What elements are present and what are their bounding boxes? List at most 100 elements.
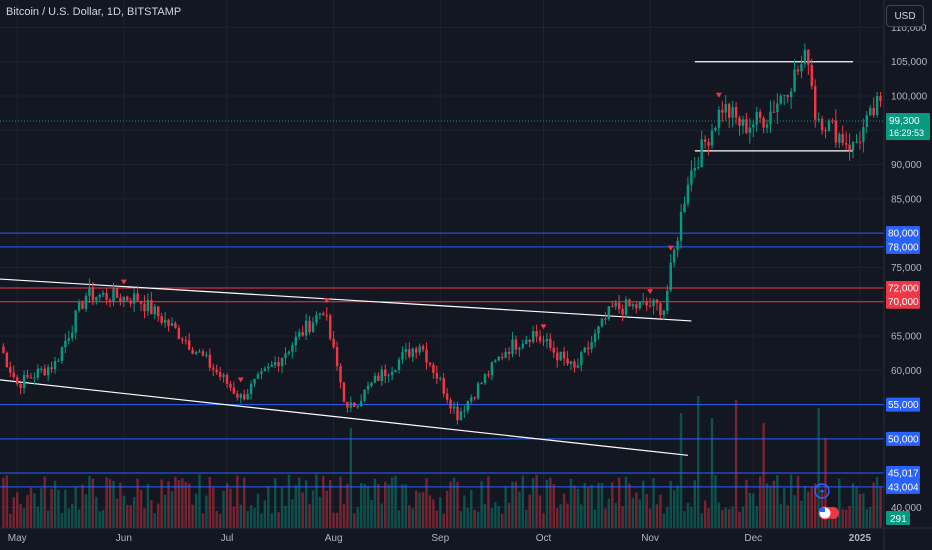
volume-bar — [721, 509, 724, 528]
volume-bar — [22, 508, 26, 528]
volume-bar — [686, 503, 690, 528]
candle — [36, 364, 40, 381]
candle-body — [831, 120, 834, 122]
candle — [511, 332, 514, 358]
candle — [329, 313, 332, 341]
candle — [576, 358, 580, 369]
candle — [755, 106, 758, 132]
candle — [731, 100, 734, 128]
flag-us-icon[interactable] — [818, 506, 839, 520]
candle — [586, 341, 590, 356]
candle — [397, 356, 401, 374]
volume-bar — [531, 478, 535, 528]
candle — [741, 115, 745, 135]
candle — [542, 335, 545, 346]
events-icon[interactable]: ✦ — [814, 483, 830, 499]
volume-bar — [597, 483, 600, 528]
volume-bar — [707, 508, 710, 528]
candle — [879, 91, 882, 108]
volume-bar — [803, 485, 807, 528]
volume-bar — [879, 487, 882, 528]
candle — [703, 135, 707, 149]
candle-body — [12, 372, 15, 378]
candle-body — [267, 366, 270, 369]
candle — [421, 344, 425, 353]
candle — [635, 301, 638, 314]
candle-body — [160, 316, 163, 323]
volume-bar — [783, 488, 786, 528]
volume-bar — [745, 479, 748, 528]
candle — [246, 388, 249, 400]
volume-bar — [518, 491, 521, 528]
candle-body — [593, 333, 597, 343]
candle — [875, 91, 879, 118]
candle-body — [820, 118, 824, 131]
volume-bar — [198, 474, 201, 528]
volume-bar — [525, 509, 528, 528]
candle — [132, 287, 136, 312]
volume-bar — [728, 509, 731, 528]
volume-bar — [435, 510, 439, 528]
candle — [308, 315, 311, 335]
candle — [470, 394, 473, 404]
time-axis[interactable]: May Jun Jul Aug Sep Oct Nov Dec 2025 — [0, 527, 932, 544]
candle-body — [26, 374, 29, 378]
candle-body — [480, 382, 483, 384]
volume-bar — [150, 500, 153, 528]
horizontal-levels[interactable] — [0, 232, 884, 488]
level-badge-label: 45,017 — [888, 469, 919, 480]
countdown: 16:29:53 — [889, 128, 924, 138]
candle-body — [81, 302, 84, 309]
candle — [676, 236, 679, 258]
candle-body — [827, 120, 831, 132]
candle — [194, 350, 198, 355]
signal-marker — [647, 289, 654, 295]
candle — [408, 342, 411, 359]
volume-bar — [549, 477, 552, 528]
volume-bar — [29, 487, 33, 528]
candle — [442, 372, 445, 398]
candle — [311, 317, 315, 333]
volume-bar — [693, 480, 697, 528]
candle — [538, 329, 542, 344]
candle — [40, 366, 43, 373]
candle-body — [638, 301, 641, 309]
volume-bar — [273, 478, 277, 528]
candle — [748, 118, 752, 144]
candle — [562, 346, 566, 366]
candle-body — [483, 374, 487, 383]
candle-body — [318, 313, 322, 315]
candle — [359, 394, 363, 407]
volume-bar — [270, 513, 273, 528]
candle-body — [721, 109, 724, 113]
volume-bar — [672, 490, 676, 528]
candle-body — [655, 299, 659, 304]
candle — [50, 361, 53, 374]
candle-body — [569, 361, 573, 365]
volume-bar — [748, 492, 752, 528]
trendlines[interactable] — [0, 61, 854, 456]
volume-bar — [95, 496, 98, 528]
candle-body — [222, 374, 225, 377]
candle — [33, 372, 36, 385]
candle — [122, 296, 126, 308]
candle-body — [380, 369, 384, 381]
candle — [425, 342, 428, 370]
volume-bar — [136, 478, 139, 528]
volume-bar — [487, 476, 490, 528]
volume-bar — [339, 476, 342, 528]
currency-button[interactable]: USD — [886, 5, 924, 27]
candle — [366, 381, 370, 394]
volume-bar — [621, 506, 624, 528]
volume-bar — [397, 510, 401, 528]
time-tick: Jun — [116, 533, 132, 544]
candle — [84, 292, 88, 312]
volume-bar — [865, 508, 869, 528]
candle-body — [390, 371, 394, 376]
candle — [322, 311, 325, 316]
candle — [638, 301, 641, 311]
volume-bar — [143, 508, 146, 528]
time-tick: Jul — [221, 533, 234, 544]
candle-body — [514, 339, 518, 350]
